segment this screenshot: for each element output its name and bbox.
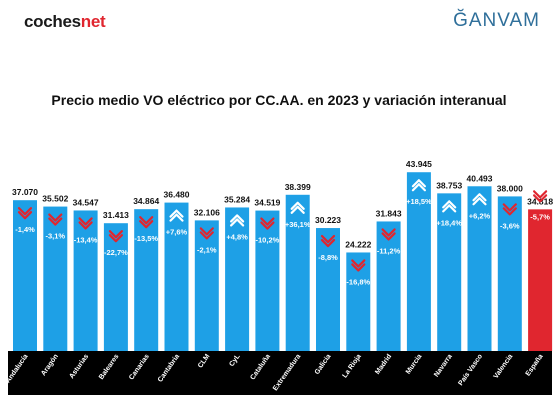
value-label: 37.070	[12, 187, 38, 197]
category-label-band	[8, 351, 552, 395]
arrow-down-icon	[48, 213, 63, 226]
variation-label: -1,4%	[15, 225, 35, 234]
bar	[255, 210, 280, 351]
arrow-down-icon	[320, 234, 336, 248]
arrow-down-icon	[502, 203, 517, 216]
arrow-down-icon	[199, 227, 214, 240]
variation-label: +18,5%	[406, 197, 432, 206]
variation-label: -3,1%	[46, 232, 66, 241]
value-label: 32.106	[194, 207, 220, 217]
arrow-down-icon	[381, 228, 396, 241]
bar	[73, 210, 98, 351]
logo-left-main: coches	[24, 12, 81, 31]
bar	[194, 220, 219, 351]
bar	[285, 194, 310, 351]
value-label: 38.399	[285, 182, 311, 192]
variation-label: -11,2%	[377, 246, 401, 255]
variation-label: -3,6%	[500, 221, 520, 230]
variation-label: -22,7%	[104, 248, 128, 257]
ganvam-logo: ĞANVAM	[453, 10, 540, 31]
value-label: 35.284	[224, 194, 250, 204]
value-label: 34.864	[133, 196, 159, 206]
bar	[346, 252, 371, 351]
value-label: 31.843	[376, 208, 402, 218]
arrow-down-icon	[108, 230, 123, 243]
bar	[497, 196, 522, 351]
arrow-up-icon	[442, 200, 457, 213]
bar	[225, 207, 250, 351]
cochesnet-logo: cochesnet	[24, 12, 106, 32]
value-label: 38.000	[497, 183, 523, 193]
bar	[103, 223, 128, 351]
value-label: 31.413	[103, 210, 129, 220]
arrow-up-icon	[230, 214, 245, 227]
value-label: 38.753	[436, 180, 462, 190]
variation-label: -5,7%	[530, 212, 550, 221]
variation-label: -16,8%	[346, 277, 370, 286]
variation-label: +4,8%	[226, 232, 248, 241]
value-label: 35.502	[42, 194, 68, 204]
bar	[43, 206, 68, 351]
value-label: 36.480	[164, 190, 190, 200]
variation-label: +36,1%	[285, 220, 311, 229]
bar	[437, 193, 462, 351]
bar	[467, 186, 492, 351]
bar	[528, 209, 553, 351]
variation-label: +18,4%	[436, 218, 462, 227]
arrow-down-icon	[351, 259, 366, 272]
value-label: 30.223	[315, 215, 341, 225]
value-label: 34.547	[73, 197, 99, 207]
arrow-up-icon	[290, 201, 305, 214]
value-label: 24.222	[345, 239, 371, 249]
variation-label: -8,8%	[318, 253, 338, 262]
bar	[134, 209, 159, 351]
arrow-up-icon	[169, 209, 184, 222]
arrow-up-icon	[472, 193, 487, 206]
arrow-down-icon	[139, 216, 154, 229]
arrow-down-icon	[533, 190, 548, 203]
arrow-down-icon	[78, 217, 93, 230]
variation-label: -13,5%	[134, 234, 158, 243]
bar	[164, 202, 189, 351]
logo-left-accent: net	[80, 12, 106, 31]
bar	[406, 172, 431, 351]
variation-label: +6,2%	[469, 211, 491, 220]
bar	[376, 221, 401, 351]
value-label: 34.519	[254, 198, 280, 208]
arrow-up-icon	[411, 179, 426, 192]
bar	[316, 228, 340, 351]
variation-label: -2,1%	[197, 245, 217, 254]
chart-title: Precio medio VO eléctrico por CC.AA. en …	[51, 92, 507, 108]
arrow-down-icon	[260, 217, 275, 230]
value-label: 40.493	[467, 173, 493, 183]
bar	[13, 200, 37, 351]
arrow-down-icon	[17, 207, 33, 220]
variation-label: -13,4%	[74, 235, 98, 244]
variation-label: -10,2%	[256, 236, 280, 245]
value-label: 43.945	[406, 159, 432, 169]
variation-label: +7,6%	[166, 228, 188, 237]
